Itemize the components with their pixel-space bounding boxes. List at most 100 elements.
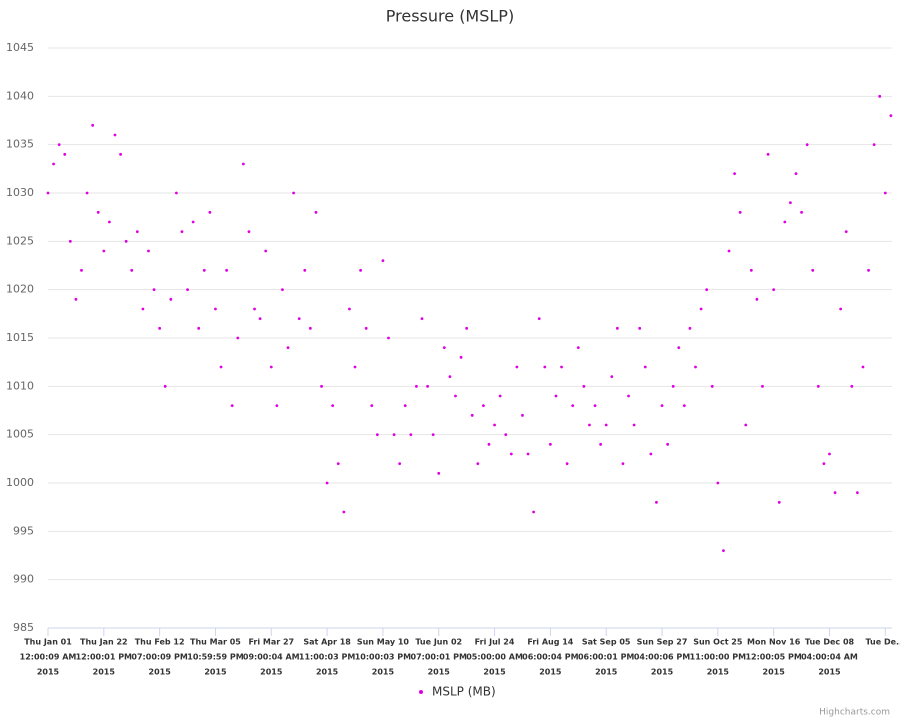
point <box>392 433 396 437</box>
point <box>174 191 178 195</box>
point <box>498 394 502 398</box>
point <box>448 375 452 379</box>
point <box>202 268 206 272</box>
point <box>186 288 189 292</box>
point <box>403 404 407 408</box>
point <box>247 230 251 234</box>
point <box>286 346 290 350</box>
point <box>74 297 78 301</box>
point <box>705 288 709 292</box>
point <box>493 423 496 427</box>
point <box>275 404 279 408</box>
x-tick-label: 2015 <box>372 668 395 677</box>
x-tick-label: 2015 <box>37 668 60 677</box>
x-tick-label: 2015 <box>260 668 283 677</box>
point <box>660 404 664 408</box>
point <box>632 423 636 427</box>
point <box>415 384 418 388</box>
point <box>772 288 776 292</box>
point <box>124 239 128 243</box>
x-tick-label: Tue Jun 02 <box>415 638 462 647</box>
credits[interactable]: Highcharts.com <box>819 708 890 718</box>
y-tick-label: 1000 <box>6 476 34 489</box>
point <box>63 152 67 156</box>
point <box>331 404 335 408</box>
point <box>85 191 89 195</box>
point <box>57 143 61 147</box>
point <box>593 404 597 408</box>
x-tick-label: 2015 <box>595 668 618 677</box>
x-tick-label: Fri Aug 14 <box>527 638 573 647</box>
x-tick-label: 11:00:00 PM <box>690 653 746 662</box>
point <box>191 220 195 224</box>
point <box>588 423 591 427</box>
point <box>548 442 552 446</box>
point <box>738 210 742 214</box>
point <box>565 462 569 466</box>
x-tick-label: 06:00:04 PM <box>522 653 578 662</box>
point <box>794 172 798 176</box>
point <box>521 413 524 417</box>
point <box>398 462 402 466</box>
x-tick-label: Mon Nov 16 <box>747 638 801 647</box>
point <box>342 510 346 514</box>
point <box>515 365 519 369</box>
point <box>509 452 513 456</box>
point <box>839 307 843 311</box>
point <box>336 462 340 466</box>
point <box>46 191 50 195</box>
point <box>297 317 301 321</box>
x-tick-label: 2015 <box>316 668 339 677</box>
point <box>822 462 826 466</box>
point <box>805 143 809 147</box>
x-tick-label: 2015 <box>763 668 786 677</box>
x-tick-label: Tue De... <box>865 638 900 647</box>
point <box>169 297 173 301</box>
point <box>437 471 441 475</box>
point <box>855 491 859 495</box>
point <box>537 317 541 321</box>
x-tick-label: 2015 <box>204 668 227 677</box>
point <box>303 268 307 272</box>
point <box>197 326 201 330</box>
point <box>532 510 536 514</box>
x-tick-label: 2015 <box>539 668 562 677</box>
point <box>844 230 848 234</box>
point <box>576 346 580 350</box>
point <box>208 210 212 214</box>
point <box>744 423 748 427</box>
x-tick-label: 12:00:09 AM <box>20 653 77 662</box>
x-tick-label: Fri Jul 24 <box>475 638 515 647</box>
x-tick-label: Sat Sep 05 <box>582 638 631 647</box>
x-tick-label: Thu Mar 05 <box>190 638 241 647</box>
legend-label[interactable]: MSLP (MB) <box>432 685 496 699</box>
x-tick-label: 12:00:01 PM <box>76 653 132 662</box>
point <box>610 375 614 379</box>
point <box>387 336 390 340</box>
point <box>135 230 139 234</box>
point <box>755 297 759 301</box>
point <box>710 384 714 388</box>
x-tick-label: 04:00:06 PM <box>634 653 690 662</box>
point <box>141 307 145 311</box>
y-tick-label: 1010 <box>6 379 34 392</box>
y-tick-label: 1005 <box>6 428 34 441</box>
point <box>638 326 642 330</box>
point <box>52 162 55 166</box>
point <box>643 365 647 369</box>
x-tick-label: 07:00:01 PM <box>411 653 467 662</box>
point <box>481 404 485 408</box>
point <box>677 346 681 350</box>
x-tick-label: 10:00:03 PM <box>355 653 411 662</box>
x-tick-label: 12:00:05 PM <box>745 653 801 662</box>
x-tick-label: Thu Feb 12 <box>135 638 185 647</box>
x-tick-label: 2015 <box>818 668 841 677</box>
point <box>91 123 95 127</box>
point <box>476 462 480 466</box>
x-tick-label: Sun Sep 27 <box>637 638 688 647</box>
point <box>375 433 379 437</box>
point <box>431 433 435 437</box>
point <box>621 462 625 466</box>
point <box>749 268 753 272</box>
x-tick-label: 04:00:04 AM <box>801 653 858 662</box>
